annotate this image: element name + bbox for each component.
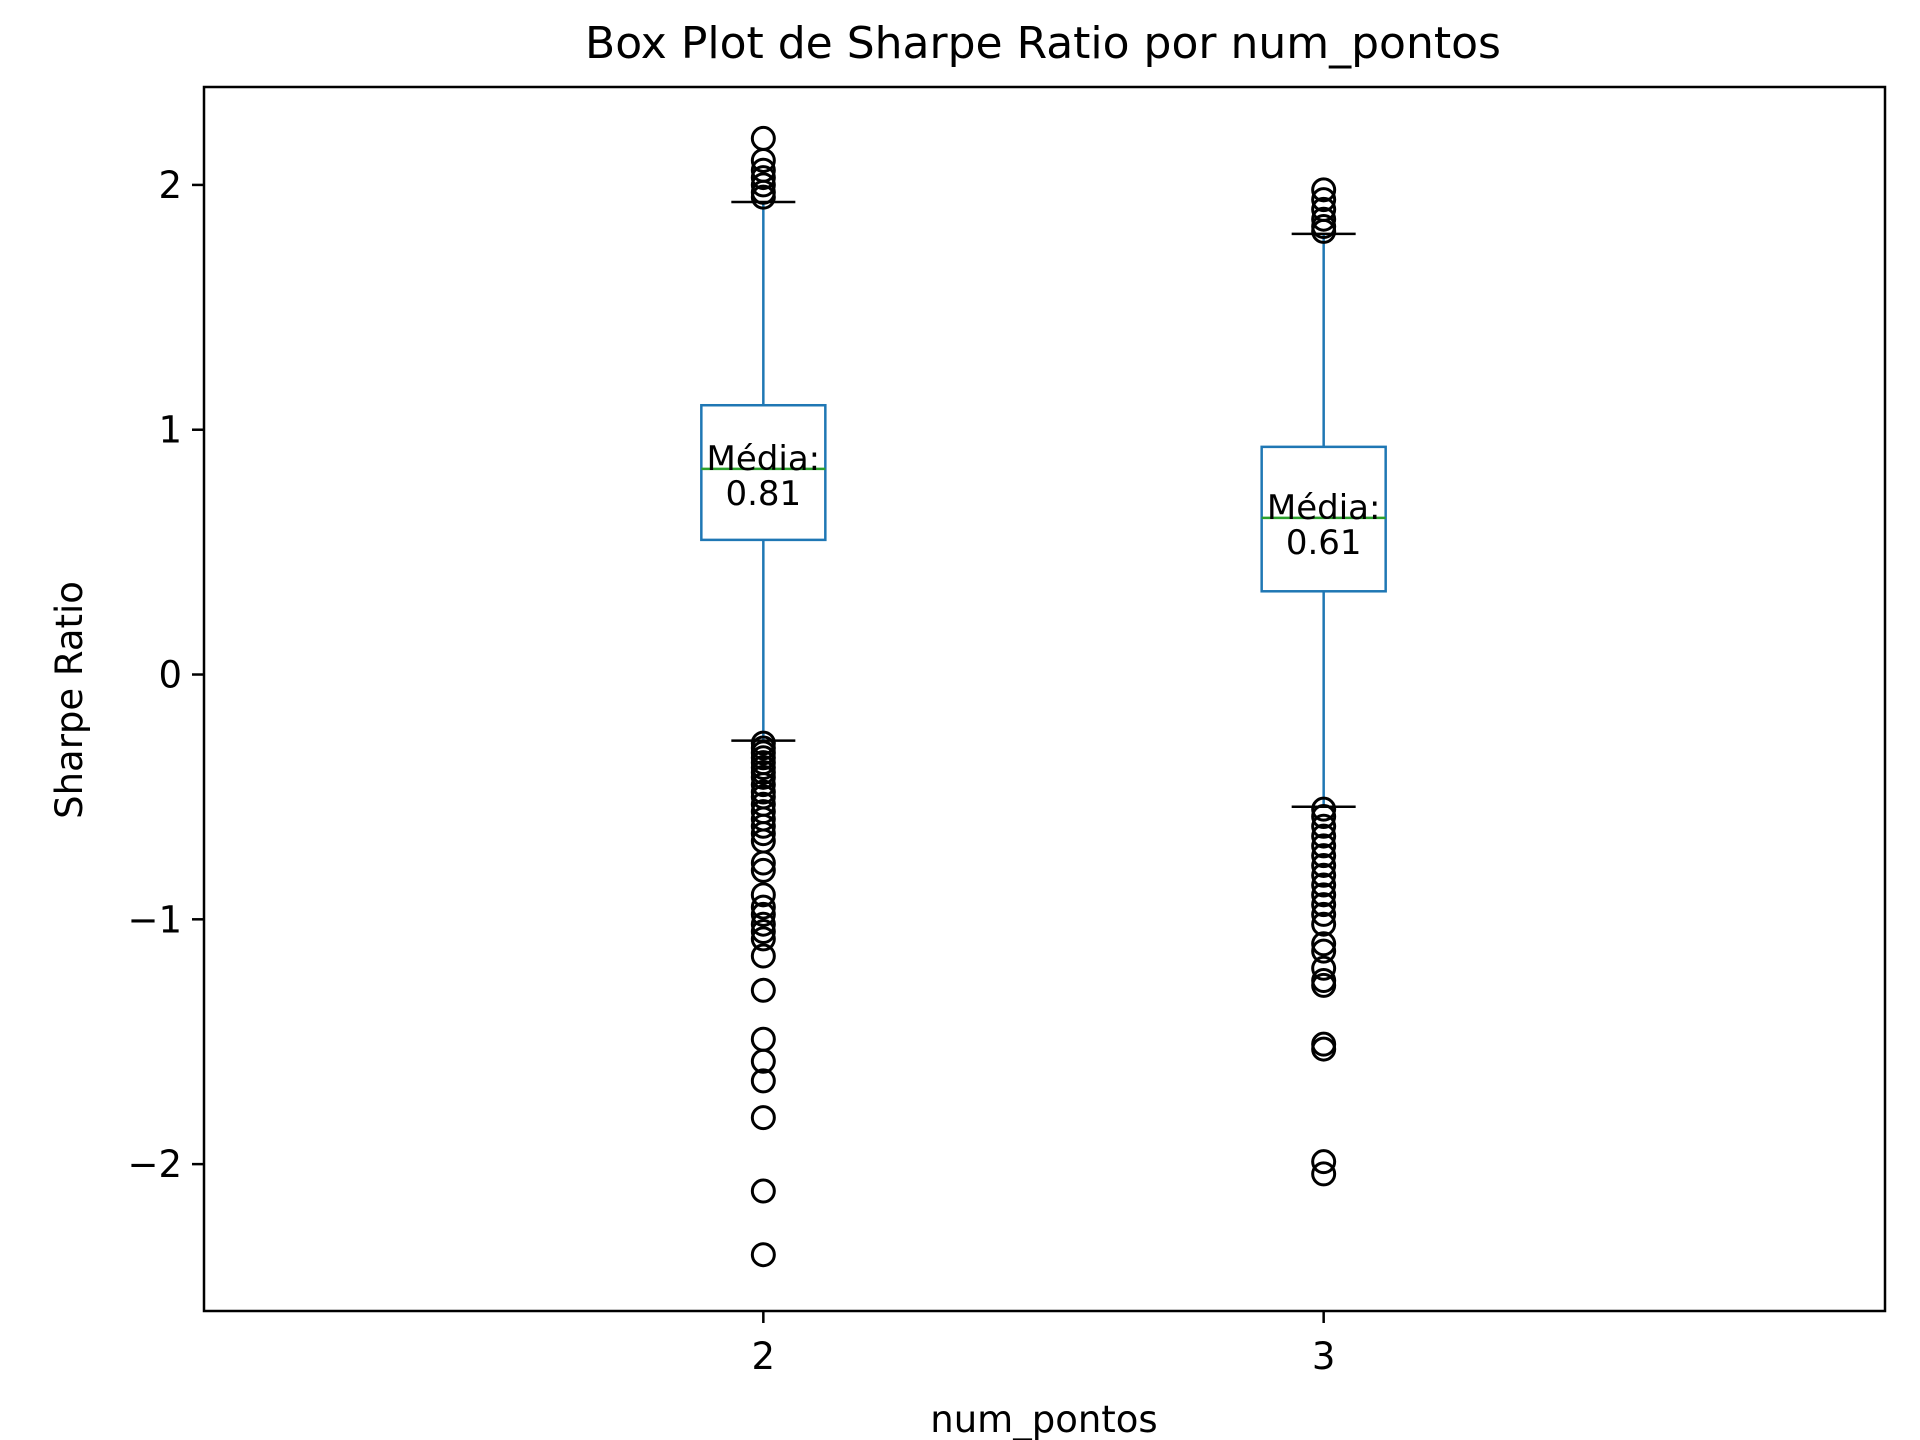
flier-point [1311,187,1337,213]
flier-point [750,977,776,1003]
flier-point [1311,1036,1337,1062]
flier-point [750,813,776,839]
flier-point [1311,972,1337,998]
mean-annotation-value: 0.61 [1286,523,1362,563]
mean-annotation-label: Média: [707,439,821,479]
flier-point [750,1242,776,1268]
flier-point [750,926,776,952]
plot-frame [202,85,1887,1313]
y-tick-label: −1 [127,898,182,941]
x-tick-label: 3 [1312,1335,1336,1378]
flier-point [1311,852,1337,878]
mean-annotation-value: 0.81 [725,474,801,514]
flier-point [750,943,776,969]
flier-point [750,882,776,908]
flier-point [750,1178,776,1204]
flier-point [1311,813,1337,839]
mean-annotation-label: Média: [1267,488,1381,528]
y-axis-label: Sharpe Ratio [48,581,91,819]
y-tick-label: −2 [127,1143,182,1186]
flier-point [1311,882,1337,908]
flier-point [1311,1161,1337,1187]
flier-point [1311,862,1337,888]
flier-point [1311,218,1337,244]
flier-point [750,857,776,883]
flier-point [1311,955,1337,981]
flier-point [750,1048,776,1074]
flier-point [1311,823,1337,849]
flier-point [1311,177,1337,203]
flier-point [1311,872,1337,898]
flier-point [750,184,776,210]
box-iqr [700,403,827,542]
chart-title: Box Plot de Sharpe Ratio por num_pontos [585,18,1501,69]
flier-point [1311,911,1337,937]
flier-point [750,165,776,191]
flier-point [750,821,776,847]
flier-point [750,850,776,876]
flier-point [750,919,776,945]
flier-point [1311,833,1337,859]
flier-point [750,1105,776,1131]
flier-point [1311,804,1337,830]
flier-point [750,911,776,937]
flier-point [750,172,776,198]
flier-point [750,894,776,920]
flier-point [1311,206,1337,232]
flier-point [1311,796,1337,822]
flier-point [1311,901,1337,927]
flier-point [1311,1149,1337,1175]
flier-point [1311,843,1337,869]
flier-point [750,1068,776,1094]
y-tick-label: 0 [158,654,182,697]
flier-point [1311,892,1337,918]
flier-point [750,147,776,173]
flier-point [750,772,776,798]
x-axis-label: num_pontos [930,1398,1157,1440]
flier-point [750,901,776,927]
y-tick-label: 1 [158,409,182,452]
y-tick-label: 2 [158,164,182,207]
x-tick-label: 2 [752,1335,776,1378]
flier-point [750,764,776,790]
flier-point [1311,938,1337,964]
flier-point [1311,931,1337,957]
